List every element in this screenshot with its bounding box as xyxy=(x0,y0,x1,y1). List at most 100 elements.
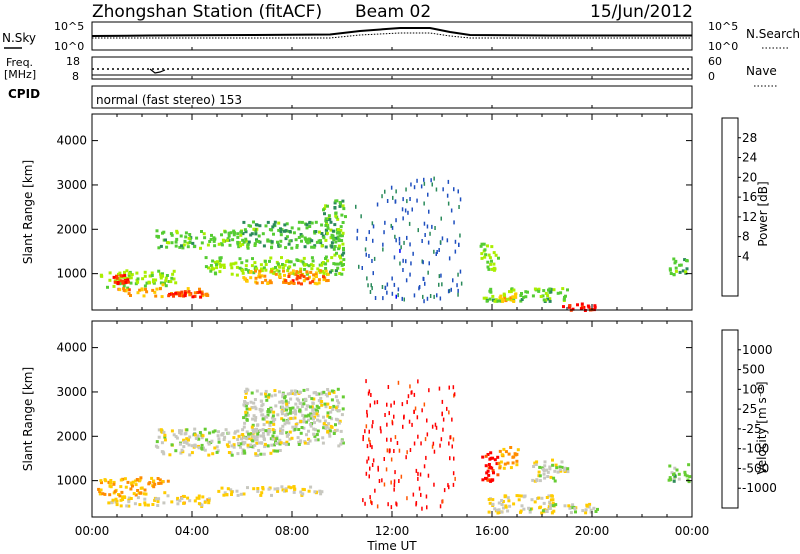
velocity-cell xyxy=(247,436,251,440)
power-cell xyxy=(580,302,584,306)
velocity-cell xyxy=(182,440,186,444)
velocity-cell xyxy=(297,428,301,431)
power-cell xyxy=(324,269,328,273)
power-cell xyxy=(510,287,514,291)
velocity-cell xyxy=(369,466,371,471)
power-cell xyxy=(392,195,394,200)
power-cell xyxy=(241,268,245,272)
velocity-cell xyxy=(493,458,497,462)
velocity-cell xyxy=(499,460,503,464)
velocity-cell xyxy=(326,388,330,391)
velocity-cell xyxy=(136,489,140,492)
velocity-cell xyxy=(484,454,488,458)
velocity-cell xyxy=(548,507,552,510)
velocity-cell xyxy=(547,505,551,509)
velocity-cell xyxy=(194,433,197,437)
power-cell xyxy=(684,270,688,274)
power-cell xyxy=(310,221,314,225)
power-cell xyxy=(334,240,338,244)
velocity-cell xyxy=(289,408,293,412)
velocity-cell xyxy=(365,471,368,476)
velocity-cell xyxy=(226,444,230,448)
velocity-cell xyxy=(291,406,295,410)
velocity-cell xyxy=(512,502,516,506)
power-cell xyxy=(216,260,219,264)
velocity-cell xyxy=(332,432,336,435)
power-cell xyxy=(404,208,407,213)
velocity-frame xyxy=(91,320,693,518)
velocity-cell xyxy=(490,466,494,470)
power-cell xyxy=(447,201,450,206)
power-cell xyxy=(241,242,245,246)
power-cell xyxy=(229,262,233,266)
power-cell xyxy=(170,276,174,280)
velocity-cell xyxy=(243,400,247,404)
velocity-cell xyxy=(252,487,256,491)
power-cell xyxy=(423,201,425,206)
power-cell xyxy=(204,265,208,269)
power-cell xyxy=(198,290,202,294)
power-colorbar-tick-label: 28 xyxy=(742,131,757,145)
velocity-cell xyxy=(272,410,276,414)
velocity-cell xyxy=(558,465,562,469)
velocity-cell xyxy=(332,390,336,394)
velocity-cell xyxy=(255,429,258,433)
power-cell xyxy=(255,267,259,271)
power-cell xyxy=(338,272,342,275)
velocity-cell xyxy=(252,435,256,439)
power-cell xyxy=(446,238,449,243)
power-cell xyxy=(383,230,385,235)
power-cell xyxy=(244,264,248,268)
velocity-cell xyxy=(425,455,427,460)
power-cell xyxy=(276,240,279,244)
velocity-cell xyxy=(337,401,341,405)
velocity-cell xyxy=(414,406,417,411)
power-cell xyxy=(582,305,586,309)
power-cell xyxy=(249,270,252,274)
power-cell xyxy=(342,207,346,211)
power-cell xyxy=(423,221,426,226)
velocity-cell xyxy=(385,467,388,472)
power-cell xyxy=(402,197,404,202)
power-cell xyxy=(308,275,311,279)
power-cell xyxy=(382,296,384,301)
power-cell xyxy=(150,271,154,275)
power-cell xyxy=(424,233,426,237)
power-cell xyxy=(174,281,178,285)
power-cell xyxy=(238,266,242,270)
power-cell xyxy=(174,240,178,244)
velocity-cell xyxy=(273,389,277,393)
power-cell xyxy=(355,204,357,209)
power-cell xyxy=(548,297,552,301)
velocity-cell xyxy=(289,486,293,490)
power-cell xyxy=(459,269,462,274)
power-cell xyxy=(310,256,314,260)
power-cell xyxy=(277,269,281,273)
velocity-cell xyxy=(265,420,269,424)
power-cell xyxy=(519,299,523,303)
power-cell xyxy=(242,220,246,224)
velocity-cell xyxy=(302,426,306,430)
velocity-cell xyxy=(245,387,249,391)
velocity-cell xyxy=(310,405,314,409)
velocity-cell xyxy=(427,473,430,478)
power-cell xyxy=(270,269,274,273)
velocity-cell xyxy=(327,432,331,436)
power-cell xyxy=(336,266,340,270)
velocity-cell xyxy=(334,406,338,410)
power-cell xyxy=(669,272,673,275)
velocity-cell xyxy=(688,475,692,479)
velocity-cell xyxy=(390,480,392,485)
velocity-cell xyxy=(264,389,268,393)
velocity-cell xyxy=(486,478,490,482)
velocity-cell xyxy=(416,415,419,420)
power-cell xyxy=(187,236,191,240)
velocity-cell xyxy=(418,486,421,491)
power-cell xyxy=(479,244,483,248)
velocity-cell xyxy=(104,479,108,483)
velocity-cell xyxy=(127,500,131,504)
velocity-cell xyxy=(293,416,297,420)
velocity-cell xyxy=(311,401,315,405)
velocity-cell xyxy=(453,392,456,397)
power-cell xyxy=(685,259,689,263)
